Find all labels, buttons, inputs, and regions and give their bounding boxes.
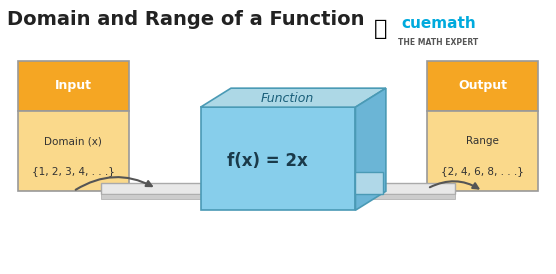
Text: cuemath: cuemath [401,16,476,31]
FancyBboxPatch shape [18,110,128,191]
Text: Range: Range [466,136,499,146]
FancyBboxPatch shape [18,61,128,110]
Polygon shape [201,107,355,210]
Polygon shape [101,194,201,199]
Text: Output: Output [458,79,507,92]
Text: 🚀: 🚀 [374,19,387,39]
Text: Function: Function [261,92,314,105]
Text: {2, 4, 6, 8, . . .}: {2, 4, 6, 8, . . .} [441,166,524,176]
FancyBboxPatch shape [428,61,538,110]
Polygon shape [101,183,201,194]
Text: f(x) = 2x: f(x) = 2x [226,152,307,170]
Polygon shape [201,88,386,107]
Polygon shape [355,194,455,199]
Text: Input: Input [55,79,92,92]
Text: THE MATH EXPERT: THE MATH EXPERT [398,38,479,47]
FancyBboxPatch shape [428,110,538,191]
Text: {1, 2, 3, 4, . . .}: {1, 2, 3, 4, . . .} [32,166,115,176]
Text: Domain (x): Domain (x) [44,136,102,146]
Polygon shape [355,183,455,194]
Polygon shape [355,172,383,194]
Text: Domain and Range of a Function: Domain and Range of a Function [7,10,364,28]
Polygon shape [355,88,386,210]
